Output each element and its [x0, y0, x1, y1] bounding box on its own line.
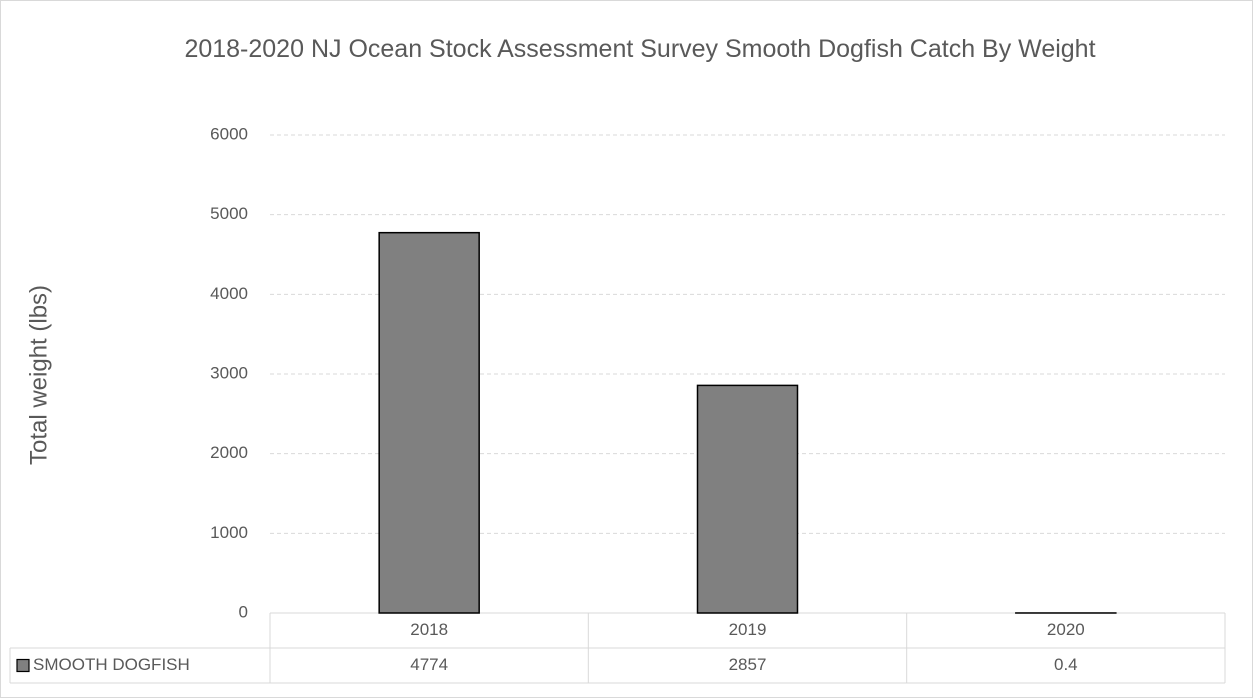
bar: [696, 384, 799, 614]
y-tick-label: 5000: [210, 204, 248, 223]
y-axis-label: Total weight (lbs): [25, 285, 52, 465]
y-tick-label: 3000: [210, 363, 248, 382]
chart-title: 2018-2020 NJ Ocean Stock Assessment Surv…: [184, 35, 1096, 63]
legend-label: SMOOTH DOGFISH: [33, 655, 190, 674]
x-tick-label: 2020: [1047, 620, 1085, 639]
table-value: 4774: [410, 655, 448, 674]
y-tick-label: 2000: [210, 443, 248, 462]
table-value: 0.4: [1054, 655, 1078, 674]
table-value: 2857: [729, 655, 767, 674]
y-tick-label: 1000: [210, 523, 248, 542]
bar: [378, 231, 480, 614]
x-tick-label: 2018: [410, 620, 448, 639]
x-tick-label: 2019: [729, 620, 767, 639]
y-tick-label: 0: [239, 602, 248, 621]
y-tick-label: 4000: [210, 284, 248, 303]
y-tick-label: 6000: [210, 124, 248, 143]
legend-key: [16, 658, 30, 673]
